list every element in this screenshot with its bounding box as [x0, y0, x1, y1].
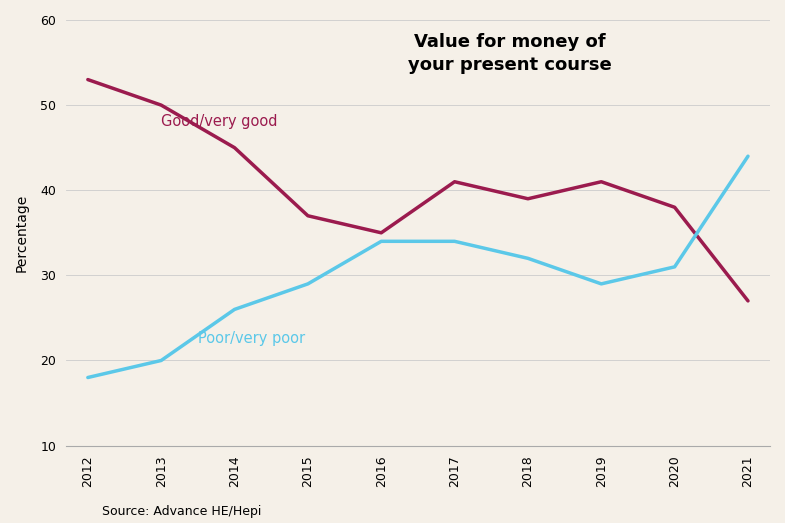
Text: Good/very good: Good/very good — [161, 115, 278, 129]
Y-axis label: Percentage: Percentage — [15, 194, 29, 272]
Text: Poor/very poor: Poor/very poor — [198, 332, 305, 346]
Text: Source: Advance HE/Hepi: Source: Advance HE/Hepi — [102, 505, 261, 518]
Text: Value for money of
your present course: Value for money of your present course — [407, 33, 612, 74]
